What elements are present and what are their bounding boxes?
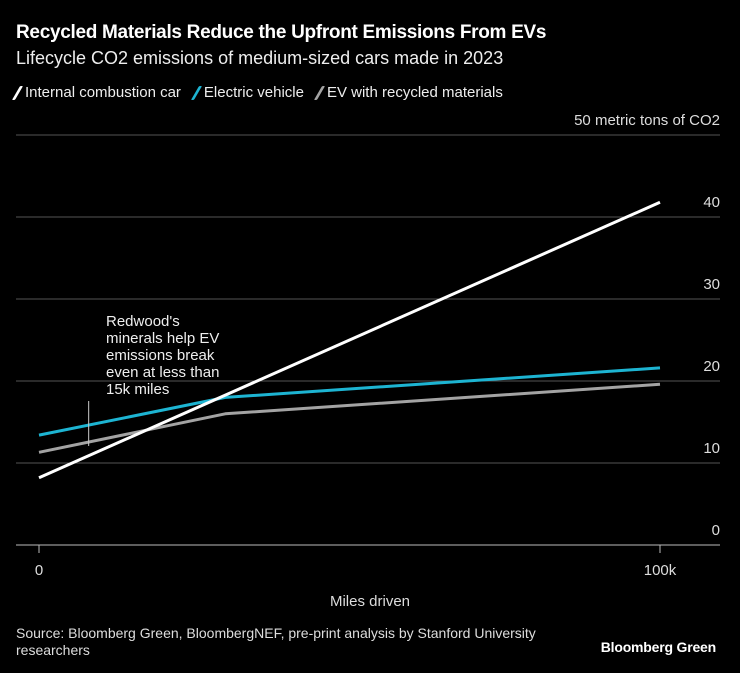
legend-label: EV with recycled materials: [326, 84, 503, 101]
series-line-1: [38, 366, 661, 437]
y-tick-label: 20: [703, 358, 720, 375]
legend-item-recycled: EV with recycled materials: [313, 84, 503, 101]
legend-item-ice: Internal combustion car: [11, 84, 181, 101]
bloomberg-green-logo: Bloomberg Green: [600, 639, 716, 655]
chart-subtitle: Lifecycle CO2 emissions of medium-sized …: [16, 48, 504, 68]
x-axis-label: Miles driven: [330, 593, 410, 610]
legend: Internal combustion car Electric vehicle…: [11, 84, 503, 101]
annotation-line: Redwood's: [106, 313, 180, 330]
y-tick-label: 0: [712, 522, 720, 539]
y-tick-label: 10: [703, 440, 720, 457]
annotation-line: emissions break: [106, 347, 215, 364]
chart-title: Recycled Materials Reduce the Upfront Em…: [16, 22, 547, 43]
annotation-line: 15k miles: [106, 381, 169, 398]
legend-item-ev: Electric vehicle: [190, 84, 304, 101]
x-tick-label: 100k: [644, 562, 677, 579]
x-tick-label: 0: [35, 562, 43, 579]
annotation-line: minerals help EV: [106, 330, 219, 347]
annotation-text: Redwood's minerals help EV emissions break…: [106, 313, 219, 398]
legend-label: Electric vehicle: [203, 84, 304, 101]
y-tick-label: 30: [703, 276, 720, 293]
series-line-0: [38, 200, 661, 480]
annotation-line: even at less than: [106, 364, 219, 381]
y-tick-label: 50 metric tons of CO2: [574, 112, 720, 129]
series-line-2: [38, 382, 661, 454]
y-tick-label: 40: [703, 194, 720, 211]
source-note: Source: Bloomberg Green, BloombergNEF, p…: [16, 625, 536, 658]
legend-label: Internal combustion car: [25, 84, 181, 101]
